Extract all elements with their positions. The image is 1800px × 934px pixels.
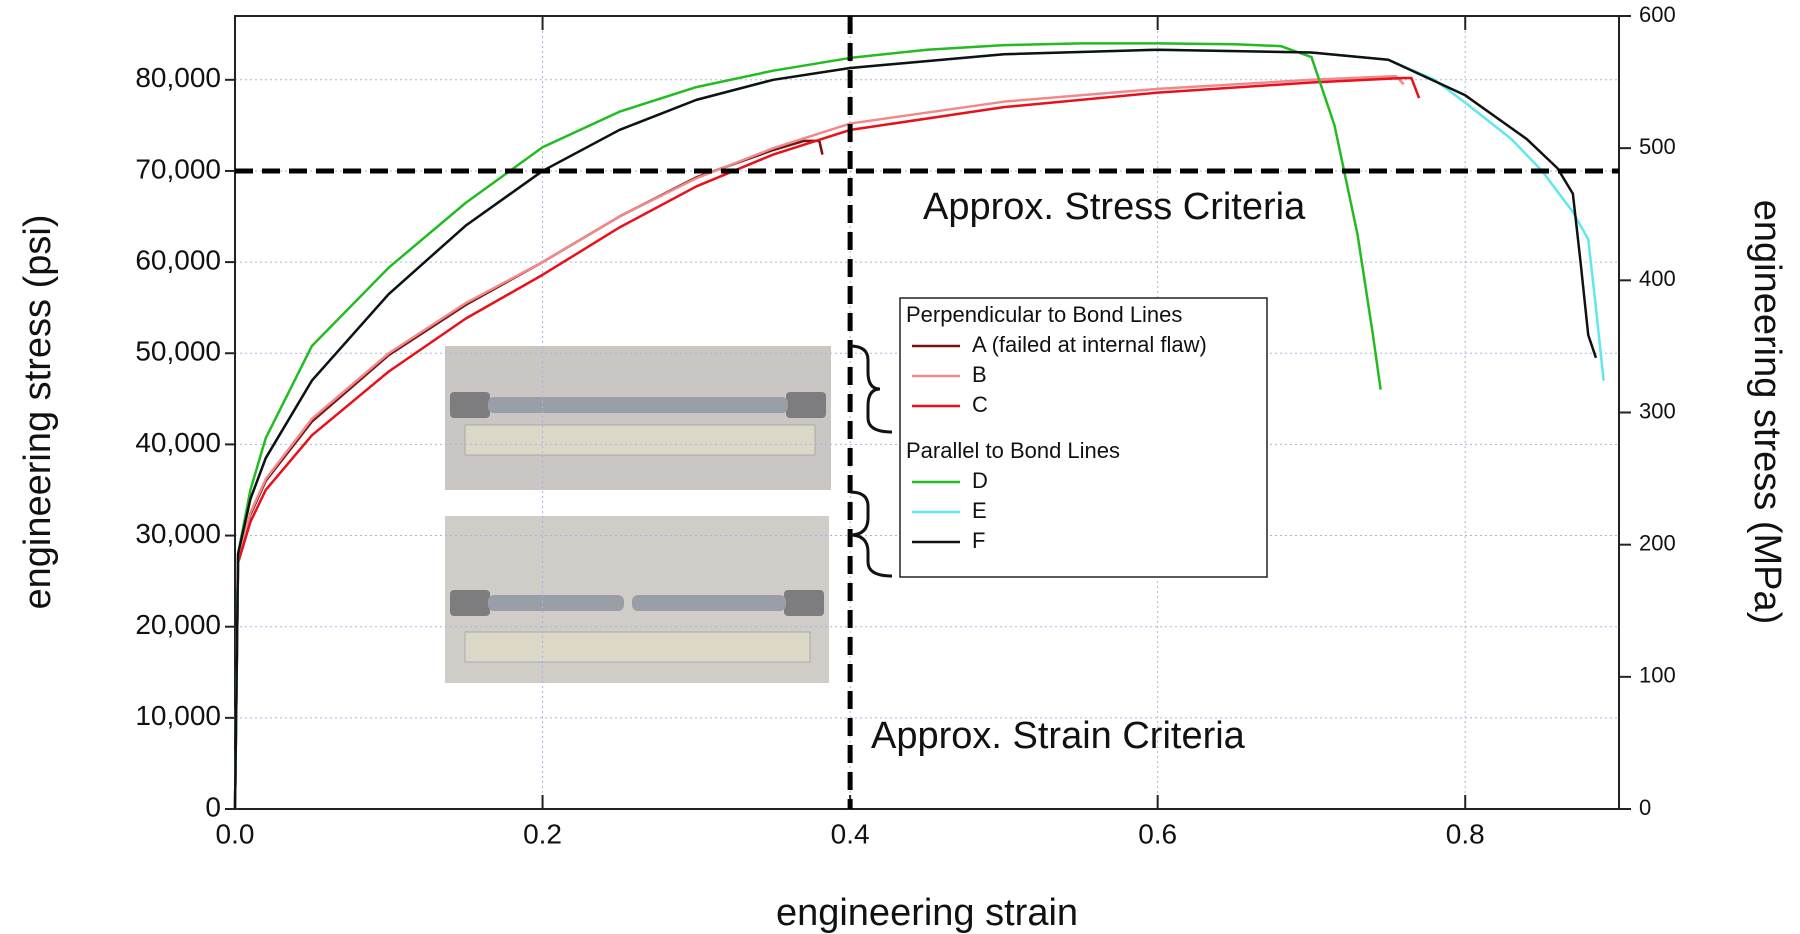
y-tick-label: 50,000 <box>135 336 221 367</box>
y2-tick-label: 500 <box>1639 134 1676 159</box>
y2-tick-label: 400 <box>1639 266 1676 291</box>
y-tick-label: 70,000 <box>135 153 221 184</box>
annotation: Approx. Stress Criteria <box>923 186 1306 228</box>
legend-group-title: Parallel to Bond Lines <box>906 438 1120 463</box>
y-tick-label: 20,000 <box>135 609 221 640</box>
y-tick-label: 40,000 <box>135 427 221 458</box>
y-tick-label: 0 <box>205 791 221 822</box>
annotation: Approx. Strain Criteria <box>871 715 1246 757</box>
y2-tick-label: 600 <box>1639 2 1676 27</box>
y-axis-title: engineering stress (psi) <box>17 215 59 610</box>
x-tick-label: 0.0 <box>216 818 255 849</box>
y-tick-label: 30,000 <box>135 518 221 549</box>
chart: engineering strain engineering stress (p… <box>0 0 1800 934</box>
y2-tick-label: 100 <box>1639 663 1676 688</box>
legend-label: F <box>972 528 985 553</box>
legend-label: D <box>972 468 988 493</box>
x-axis-title: engineering strain <box>776 892 1078 934</box>
y2-tick-label: 200 <box>1639 530 1676 555</box>
legend-label: C <box>972 392 988 417</box>
bracket <box>850 492 892 576</box>
bracket <box>850 346 892 432</box>
x-tick-label: 0.2 <box>523 818 562 849</box>
legend-label: B <box>972 362 987 387</box>
photo-fractured <box>445 516 829 683</box>
legend-label: A (failed at internal flaw) <box>972 332 1207 357</box>
legend-label: E <box>972 498 987 523</box>
x-tick-label: 0.4 <box>831 818 870 849</box>
legend: Perpendicular to Bond Lines A (failed at … <box>900 298 1267 577</box>
y2-tick-label: 0 <box>1639 795 1651 820</box>
y2-axis-title: engineering stress (MPa) <box>1746 200 1788 625</box>
y-tick-label: 10,000 <box>135 700 221 731</box>
legend-group-title: Perpendicular to Bond Lines <box>906 302 1182 327</box>
y-tick-label: 80,000 <box>135 62 221 93</box>
y2-tick-label: 300 <box>1639 398 1676 423</box>
x-tick-label: 0.6 <box>1138 818 1177 849</box>
y-tick-label: 60,000 <box>135 244 221 275</box>
x-tick-label: 0.8 <box>1446 818 1485 849</box>
photo-intact <box>445 346 831 490</box>
